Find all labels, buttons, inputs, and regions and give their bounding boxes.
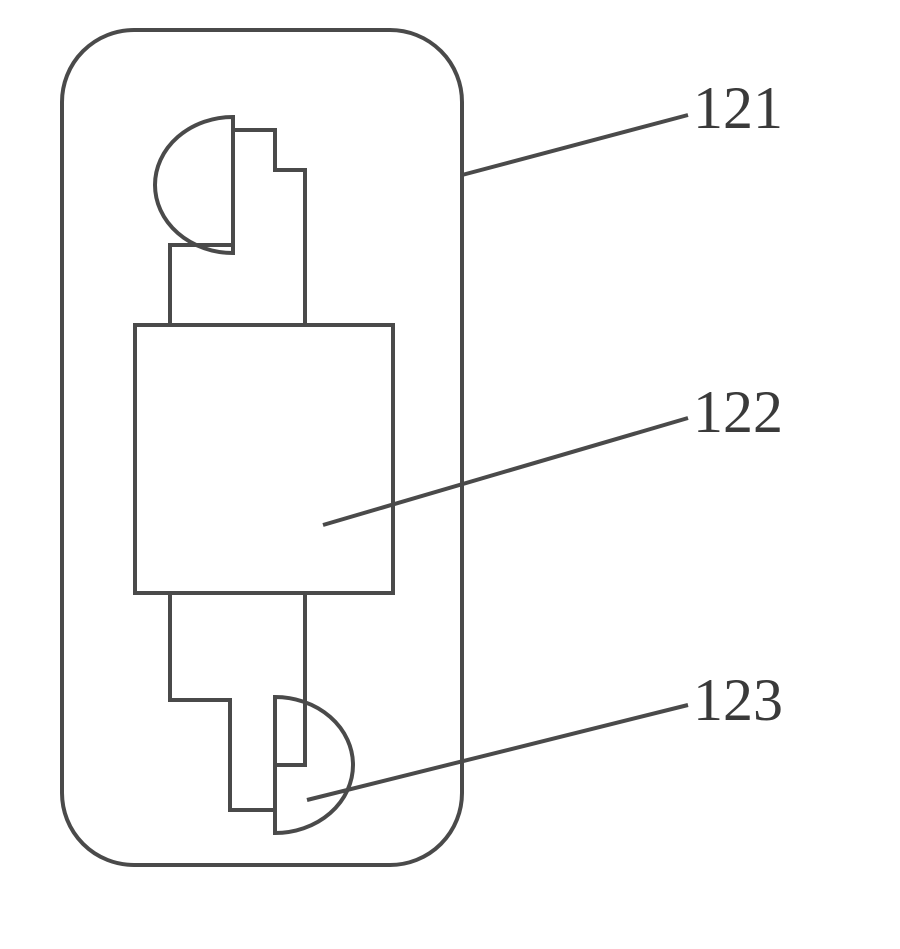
leader-123 [307, 705, 688, 800]
label-121: 121 [693, 75, 783, 141]
label-122: 122 [693, 379, 783, 445]
center-block [135, 325, 393, 593]
bottom-stem [170, 593, 305, 810]
label-123: 123 [693, 667, 783, 733]
diagram-canvas: 121 122 123 [0, 0, 900, 949]
top-semicircle [155, 117, 233, 253]
outer-body [62, 30, 462, 865]
leader-121 [462, 115, 688, 175]
leader-122 [323, 418, 688, 525]
top-stem [170, 130, 305, 325]
